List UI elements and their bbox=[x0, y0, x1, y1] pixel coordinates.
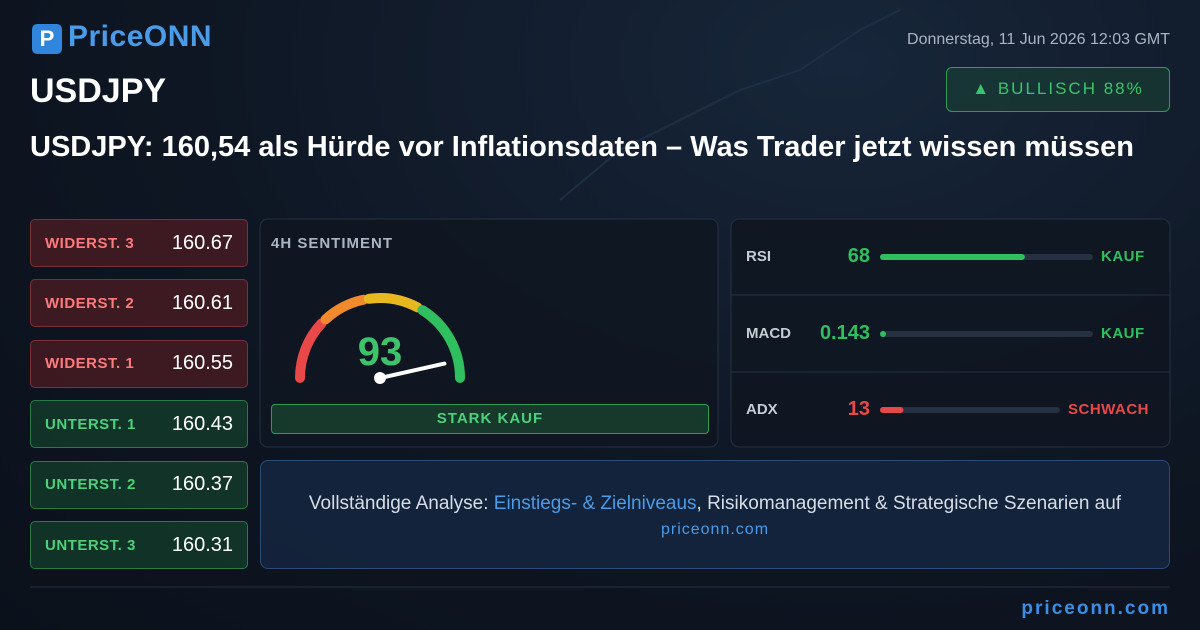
level-label: WIDERST. 3 bbox=[45, 234, 135, 252]
level-row: WIDERST. 3 160.67 bbox=[30, 219, 248, 267]
level-row: WIDERST. 1 160.55 bbox=[30, 339, 248, 388]
level-label: UNTERST. 1 bbox=[45, 415, 136, 433]
level-label: WIDERST. 2 bbox=[45, 294, 135, 312]
level-label: WIDERST. 1 bbox=[45, 355, 135, 373]
sentiment-panel bbox=[259, 218, 719, 448]
cta-url[interactable]: priceonn.com bbox=[660, 521, 770, 538]
bar-fill bbox=[880, 407, 904, 413]
headline: USDJPY: 160,54 als Hürde vor Inflationsd… bbox=[30, 131, 1134, 163]
gauge bbox=[295, 293, 465, 384]
bar-track bbox=[880, 331, 1093, 337]
cta-text: , Risikomanagement & Strategische Szenar… bbox=[696, 493, 1122, 514]
level-value: 160.55 bbox=[171, 352, 233, 375]
level-value: 160.43 bbox=[171, 412, 233, 435]
indicator-name: MACD bbox=[746, 325, 791, 342]
needle-hub bbox=[374, 372, 386, 384]
gauge-segment bbox=[320, 294, 369, 325]
sentiment-signal: STARK KAUF bbox=[271, 404, 709, 434]
cta-link[interactable]: Einstiegs- & Zielniveaus bbox=[493, 493, 697, 514]
level-row: UNTERST. 3 160.31 bbox=[30, 521, 248, 569]
bias-badge: ▲ BULLISCH 88% bbox=[946, 67, 1170, 112]
gauge-value: 93 bbox=[357, 330, 403, 374]
gauge-needle bbox=[378, 361, 447, 380]
level-value: 160.37 bbox=[171, 473, 233, 496]
indicator-value: 13 bbox=[847, 398, 870, 420]
gauge-segment bbox=[295, 318, 327, 383]
logo-icon: P bbox=[32, 24, 62, 54]
background-chart bbox=[559, 9, 901, 201]
indicator-value: 0.143 bbox=[819, 322, 870, 344]
indicator-name: ADX bbox=[746, 401, 778, 418]
date: Donnerstag, 11 Jun 2026 12:03 GMT bbox=[907, 31, 1170, 48]
indicator-signal: KAUF bbox=[1101, 248, 1145, 265]
bar-track bbox=[880, 407, 1060, 413]
cta-box: Vollständige Analyse: Einstiegs- & Zieln… bbox=[260, 460, 1170, 569]
logo: PriceONN bbox=[68, 20, 213, 53]
indicator-signal: KAUF bbox=[1101, 325, 1145, 342]
bar-fill bbox=[880, 254, 1025, 260]
indicator-signal: SCHWACH bbox=[1068, 401, 1149, 418]
sentiment-title: 4H SENTIMENT bbox=[271, 235, 394, 252]
level-row: UNTERST. 1 160.43 bbox=[30, 400, 248, 449]
symbol: USDJPY bbox=[30, 72, 167, 110]
gauge-segment bbox=[417, 305, 465, 383]
level-row: WIDERST. 2 160.61 bbox=[30, 279, 248, 328]
footer-url[interactable]: priceonn.com bbox=[1021, 598, 1170, 619]
indicator-bars bbox=[880, 254, 1093, 413]
level-label: UNTERST. 2 bbox=[45, 476, 136, 494]
level-row: UNTERST. 2 160.37 bbox=[30, 460, 248, 509]
level-value: 160.61 bbox=[171, 291, 233, 314]
cta-text: Vollständige Analyse: bbox=[308, 493, 489, 514]
level-value: 160.31 bbox=[171, 533, 233, 556]
indicator-value: 68 bbox=[847, 245, 870, 267]
indicator-name: RSI bbox=[746, 248, 772, 265]
level-label: UNTERST. 3 bbox=[45, 536, 136, 554]
gauge-segment bbox=[363, 293, 423, 313]
bar-fill bbox=[880, 331, 886, 337]
level-value: 160.67 bbox=[171, 231, 233, 254]
